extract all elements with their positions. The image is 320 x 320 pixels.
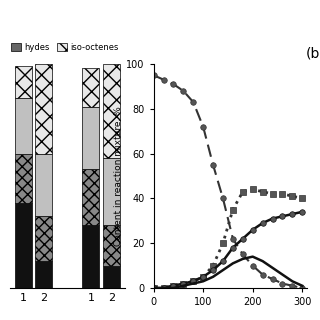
Bar xyxy=(83,225,100,288)
Bar xyxy=(103,158,120,225)
Bar xyxy=(35,64,52,154)
Y-axis label: Content in reaction mixture, %: Content in reaction mixture, % xyxy=(115,106,124,246)
Text: (b): (b) xyxy=(306,46,320,60)
Bar xyxy=(103,266,120,288)
Bar xyxy=(35,154,52,216)
Bar xyxy=(83,169,100,225)
Bar xyxy=(83,68,100,107)
Bar xyxy=(103,64,120,158)
Bar xyxy=(15,66,32,98)
Bar xyxy=(83,107,100,169)
Legend: hydes, iso-octenes: hydes, iso-octenes xyxy=(8,40,122,55)
Bar xyxy=(35,216,52,261)
Bar xyxy=(35,261,52,288)
Bar xyxy=(103,225,120,266)
Bar xyxy=(15,154,32,203)
Bar xyxy=(15,98,32,154)
Bar xyxy=(15,203,32,288)
